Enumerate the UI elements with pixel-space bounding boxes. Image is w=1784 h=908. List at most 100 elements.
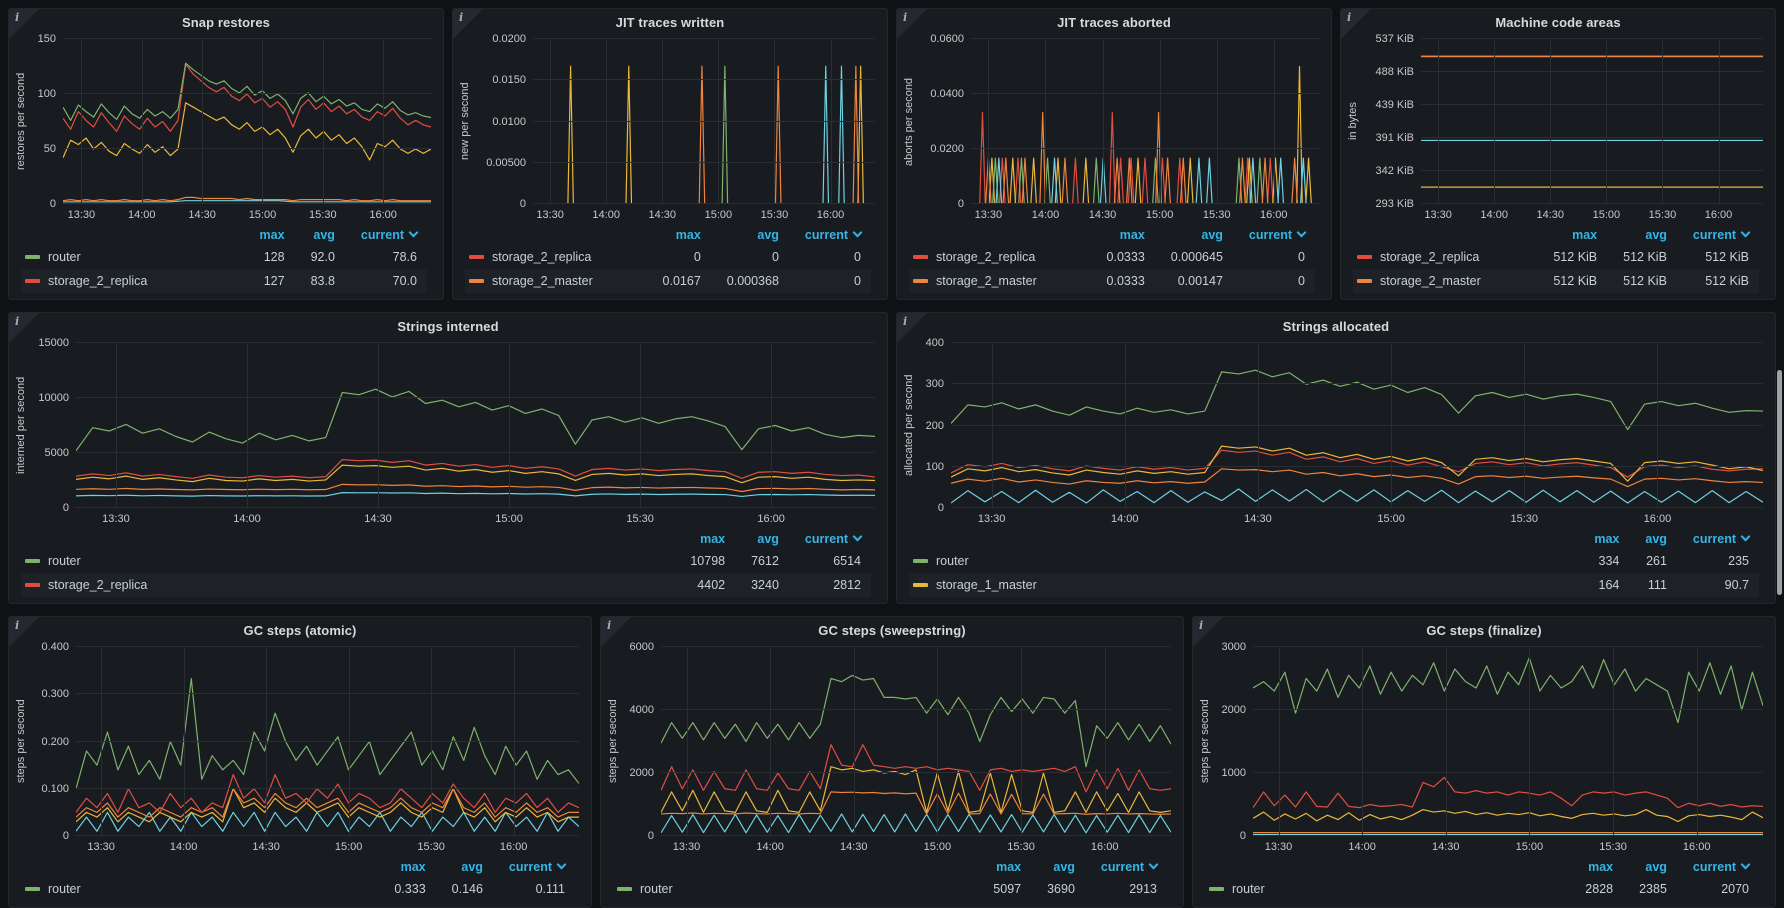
y-tick-label: 10000: [38, 392, 69, 404]
legend-series-name[interactable]: router: [613, 877, 967, 901]
legend-sort-current[interactable]: current: [1667, 224, 1759, 245]
legend-series-name[interactable]: router: [21, 877, 368, 901]
legend-sort-current[interactable]: current: [779, 528, 871, 549]
legend-sort-current[interactable]: current: [779, 224, 871, 245]
series-line-storage_2_replica: [1253, 777, 1763, 807]
panel-info-icon[interactable]: i: [601, 617, 631, 647]
legend-sort-current[interactable]: current: [1667, 856, 1759, 877]
legend-sort-avg[interactable]: avg: [1053, 860, 1075, 874]
panel-body: steps per second 0 0.100 0.200 0.300 0.400 1…: [9, 641, 591, 907]
panel-info-icon[interactable]: i: [9, 313, 39, 343]
legend-sort-avg[interactable]: avg: [1645, 860, 1667, 874]
panel-body: restores per second 0 50 100 150 13:30 14:00…: [9, 33, 443, 299]
legend-sort-max[interactable]: max: [996, 860, 1022, 874]
legend-series-name[interactable]: storage_2_replica: [1353, 245, 1527, 269]
gridline-v: [383, 39, 385, 204]
legend-sort-max[interactable]: max: [400, 860, 426, 874]
legend-sort-max[interactable]: max: [1594, 532, 1620, 546]
panel-header[interactable]: Machine code areas: [1341, 9, 1775, 35]
legend-series-name[interactable]: storage_1_master: [909, 573, 1568, 597]
legend-series-name[interactable]: router: [909, 549, 1568, 573]
panel-info-icon[interactable]: i: [1341, 9, 1371, 39]
panel-title: Strings interned: [397, 318, 499, 334]
panel-info-icon[interactable]: i: [9, 617, 39, 647]
panel-header[interactable]: Strings allocated: [897, 313, 1775, 339]
x-tick-label: 14:30: [1536, 209, 1565, 221]
graph-canvas[interactable]: [533, 39, 875, 204]
legend-sort-avg[interactable]: avg: [1645, 532, 1667, 546]
series-line-orange-series: [76, 484, 875, 491]
graph-canvas[interactable]: [63, 39, 431, 204]
panel-header[interactable]: JIT traces aborted: [897, 9, 1331, 35]
chevron-down-icon: [1148, 859, 1159, 870]
gridline-v: [513, 647, 515, 836]
scrollbar-thumb[interactable]: [1777, 370, 1782, 595]
graph-canvas[interactable]: [1253, 647, 1763, 836]
legend-sort-avg[interactable]: avg: [461, 860, 483, 874]
graph-canvas[interactable]: [661, 647, 1171, 836]
panel-body: new per second 0 0.00500 0.0100 0.0150 0.020…: [453, 33, 887, 299]
gridline-h: [951, 507, 1763, 508]
graph-canvas[interactable]: [951, 343, 1763, 508]
panel-title: Strings allocated: [1282, 318, 1390, 334]
panel: i GC steps (finalize) steps per second 0…: [1192, 616, 1776, 908]
series-color-swatch: [25, 583, 40, 587]
panel-info-icon[interactable]: i: [1193, 617, 1223, 647]
legend-sort-avg[interactable]: avg: [1645, 228, 1667, 242]
gridline-v: [266, 647, 268, 836]
legend-sort-max[interactable]: max: [1588, 860, 1614, 874]
legend-series-name[interactable]: storage_2_master: [465, 269, 637, 293]
gridline-h: [63, 93, 431, 94]
gridline-h: [971, 148, 1319, 149]
x-tick-label: 15:00: [334, 841, 363, 853]
legend-sort-max[interactable]: max: [1572, 228, 1598, 242]
legend-sort-max[interactable]: max: [700, 532, 726, 546]
gridline-h: [76, 693, 579, 695]
panel-info-icon[interactable]: i: [9, 9, 39, 39]
panel-header[interactable]: Strings interned: [9, 313, 887, 339]
graph-canvas[interactable]: [1421, 39, 1763, 204]
series-line-yellow-series: [76, 465, 875, 483]
legend-value-max: 0.0333: [1106, 274, 1145, 288]
legend-series-name[interactable]: router: [21, 549, 664, 573]
legend-sort-max[interactable]: max: [259, 228, 285, 242]
y-tick-label: 0: [519, 198, 526, 210]
legend-sort-max[interactable]: max: [1119, 228, 1145, 242]
legend-sort-max[interactable]: max: [675, 228, 701, 242]
legend-sort-avg[interactable]: avg: [757, 532, 779, 546]
panel-header[interactable]: GC steps (atomic): [9, 617, 591, 643]
panel-header[interactable]: GC steps (sweepstring): [601, 617, 1183, 643]
panel-header[interactable]: GC steps (finalize): [1193, 617, 1775, 643]
legend-series-name[interactable]: storage_2_master: [1353, 269, 1527, 293]
panel-header[interactable]: Snap restores: [9, 9, 443, 35]
legend-series-name[interactable]: storage_2_replica: [21, 573, 664, 597]
legend-sort-avg[interactable]: avg: [313, 228, 335, 242]
legend-sort-current[interactable]: current: [335, 224, 427, 245]
legend-series-name[interactable]: storage_2_replica: [465, 245, 637, 269]
legend-series-name[interactable]: storage_2_master: [909, 269, 1081, 293]
legend-series-name[interactable]: storage_2_replica: [21, 269, 234, 293]
plot-wrap: steps per second 0 1000 2000 3000: [1197, 641, 1763, 842]
x-tick-label: 16:00: [1643, 513, 1672, 525]
legend-sort-current[interactable]: current: [483, 856, 575, 877]
panel-info-icon[interactable]: i: [897, 9, 927, 39]
legend-sort-avg[interactable]: avg: [757, 228, 779, 242]
series-line-storage_2_replica: [661, 745, 1171, 792]
legend-sort-current[interactable]: current: [1667, 528, 1759, 549]
panel-header[interactable]: JIT traces written: [453, 9, 887, 35]
gridline-v: [1362, 647, 1364, 836]
legend-sort-avg[interactable]: avg: [1201, 228, 1223, 242]
graph-canvas[interactable]: [971, 39, 1319, 204]
series-color-swatch: [25, 887, 40, 891]
graph-canvas[interactable]: [76, 647, 579, 836]
legend-sort-current[interactable]: current: [1223, 224, 1315, 245]
gridline-v: [1102, 39, 1104, 204]
legend-series-name[interactable]: storage_2_replica: [909, 245, 1081, 269]
graph-canvas[interactable]: [76, 343, 875, 508]
panel-info-icon[interactable]: i: [453, 9, 483, 39]
legend-series-name[interactable]: router: [21, 245, 234, 269]
legend-series-name[interactable]: router: [1205, 877, 1559, 901]
legend-sort-current[interactable]: current: [1075, 856, 1167, 877]
gridline-v: [202, 39, 204, 204]
panel-info-icon[interactable]: i: [897, 313, 927, 343]
